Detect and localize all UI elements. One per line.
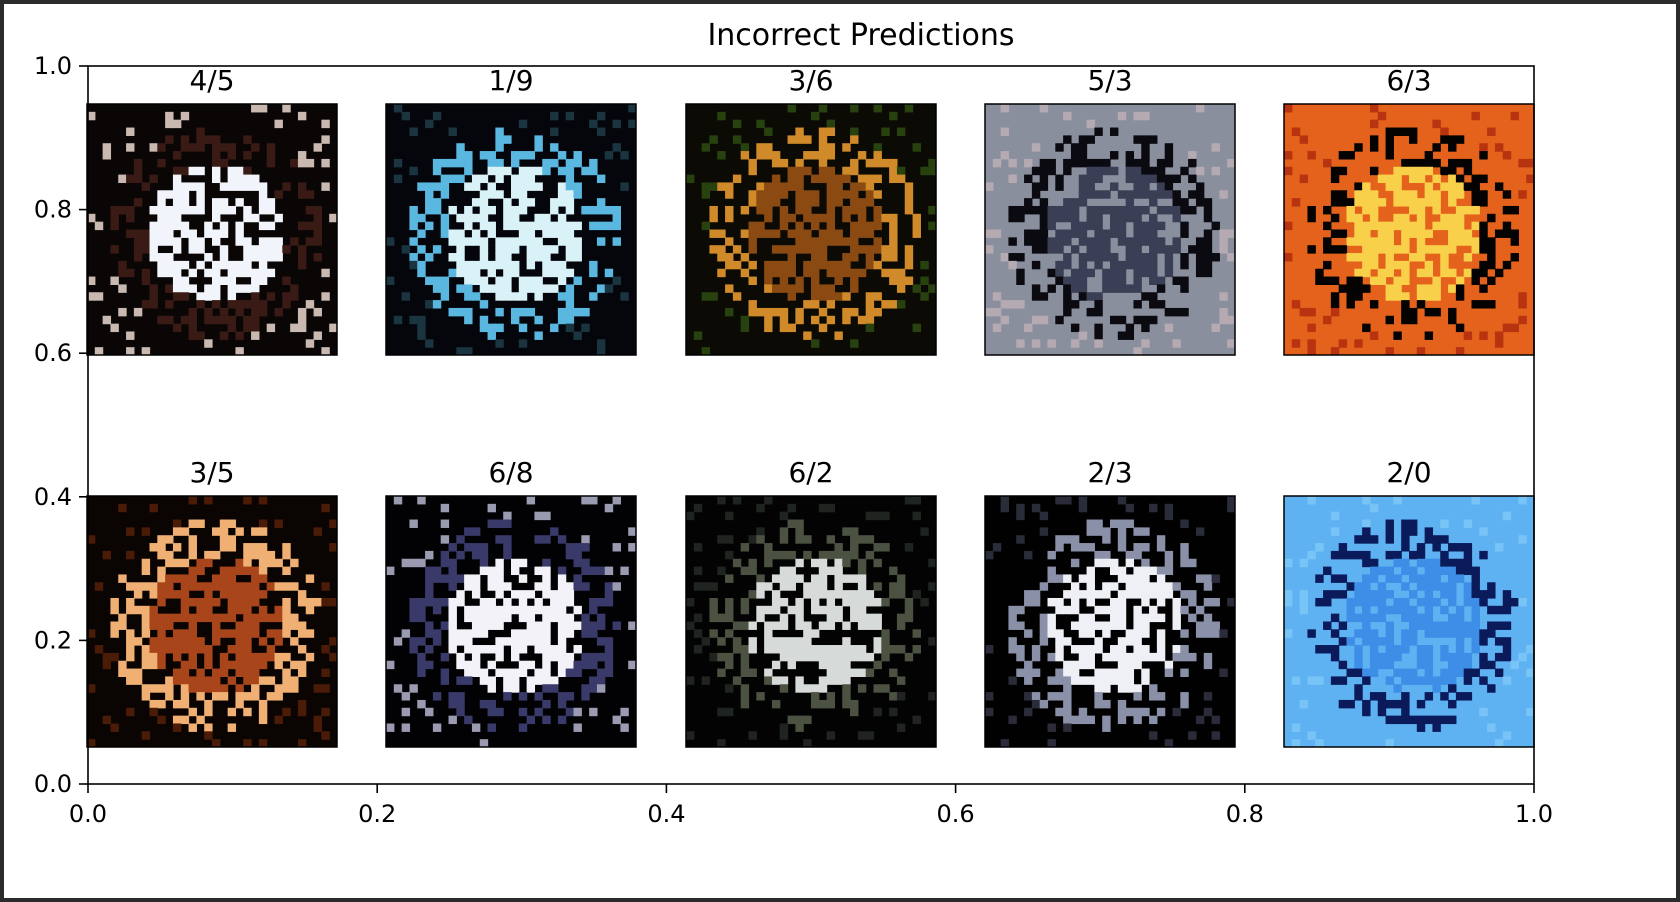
image-label: 3/5 — [189, 456, 234, 489]
image-panel-6: 3/5 — [86, 456, 338, 748]
image-panel-1: 4/5 — [86, 64, 338, 356]
axes: 4/5 1/9 3/6 5/3 6/3 3/5 6/8 6/2 2/3 2/0 0.0 0.2 0.4 0… — [34, 52, 1553, 828]
image-label: 3/6 — [788, 64, 833, 97]
image-pixels — [686, 496, 936, 747]
image-frame — [86, 495, 338, 748]
y-tick-label: 0.2 — [34, 626, 72, 654]
image-label: 6/8 — [488, 456, 533, 489]
chart-title: Incorrect Predictions — [707, 18, 1014, 53]
image-panel-10: 2/0 — [1283, 456, 1535, 748]
image-pixels — [87, 104, 337, 355]
image-frame — [984, 495, 1236, 748]
image-pixels — [386, 496, 636, 747]
image-label: 4/5 — [189, 64, 234, 97]
image-pixels — [386, 104, 636, 355]
image-panel-4: 5/3 — [984, 64, 1236, 356]
image-pixels — [686, 104, 936, 355]
image-label: 2/3 — [1087, 456, 1132, 489]
image-pixels — [87, 496, 337, 747]
image-pixels — [985, 104, 1235, 355]
image-frame — [385, 103, 637, 356]
image-label: 5/3 — [1087, 64, 1132, 97]
image-panel-5: 6/3 — [1283, 64, 1535, 356]
y-tick-label: 0.4 — [34, 483, 72, 511]
axes-frame — [87, 65, 1535, 785]
image-label: 2/0 — [1386, 456, 1431, 489]
image-panel-7: 6/8 — [385, 456, 637, 748]
image-panel-2: 1/9 — [385, 64, 637, 356]
image-pixels — [1284, 104, 1534, 355]
y-tick-label: 0.6 — [34, 339, 72, 367]
image-label: 6/3 — [1386, 64, 1431, 97]
chart-svg: Incorrect Predictions 4/5 1/9 3/6 5/3 6/3 3/5… — [34, 18, 1553, 828]
figure: Incorrect Predictions 4/5 1/9 3/6 5/3 6/3 3/5… — [4, 4, 1676, 898]
image-panel-3: 3/6 — [685, 64, 937, 356]
image-frame — [385, 495, 637, 748]
image-panel-8: 6/2 — [685, 456, 937, 748]
image-frame — [685, 103, 937, 356]
x-tick-label: 0.2 — [358, 800, 396, 828]
x-tick-label: 0.0 — [69, 800, 107, 828]
y-tick-label: 1.0 — [34, 52, 72, 80]
image-frame — [86, 103, 338, 356]
x-tick-label: 1.0 — [1515, 800, 1553, 828]
image-frame — [984, 103, 1236, 356]
y-tick-label: 0.0 — [34, 770, 72, 798]
image-label: 1/9 — [488, 64, 533, 97]
image-label: 6/2 — [788, 456, 833, 489]
x-tick-label: 0.4 — [647, 800, 685, 828]
y-tick-label: 0.8 — [34, 196, 72, 224]
image-panel-9: 2/3 — [984, 456, 1236, 748]
x-tick-label: 0.6 — [937, 800, 975, 828]
image-pixels — [1284, 496, 1534, 747]
image-pixels — [985, 496, 1235, 747]
x-tick-label: 0.8 — [1226, 800, 1264, 828]
image-frame — [685, 495, 937, 748]
